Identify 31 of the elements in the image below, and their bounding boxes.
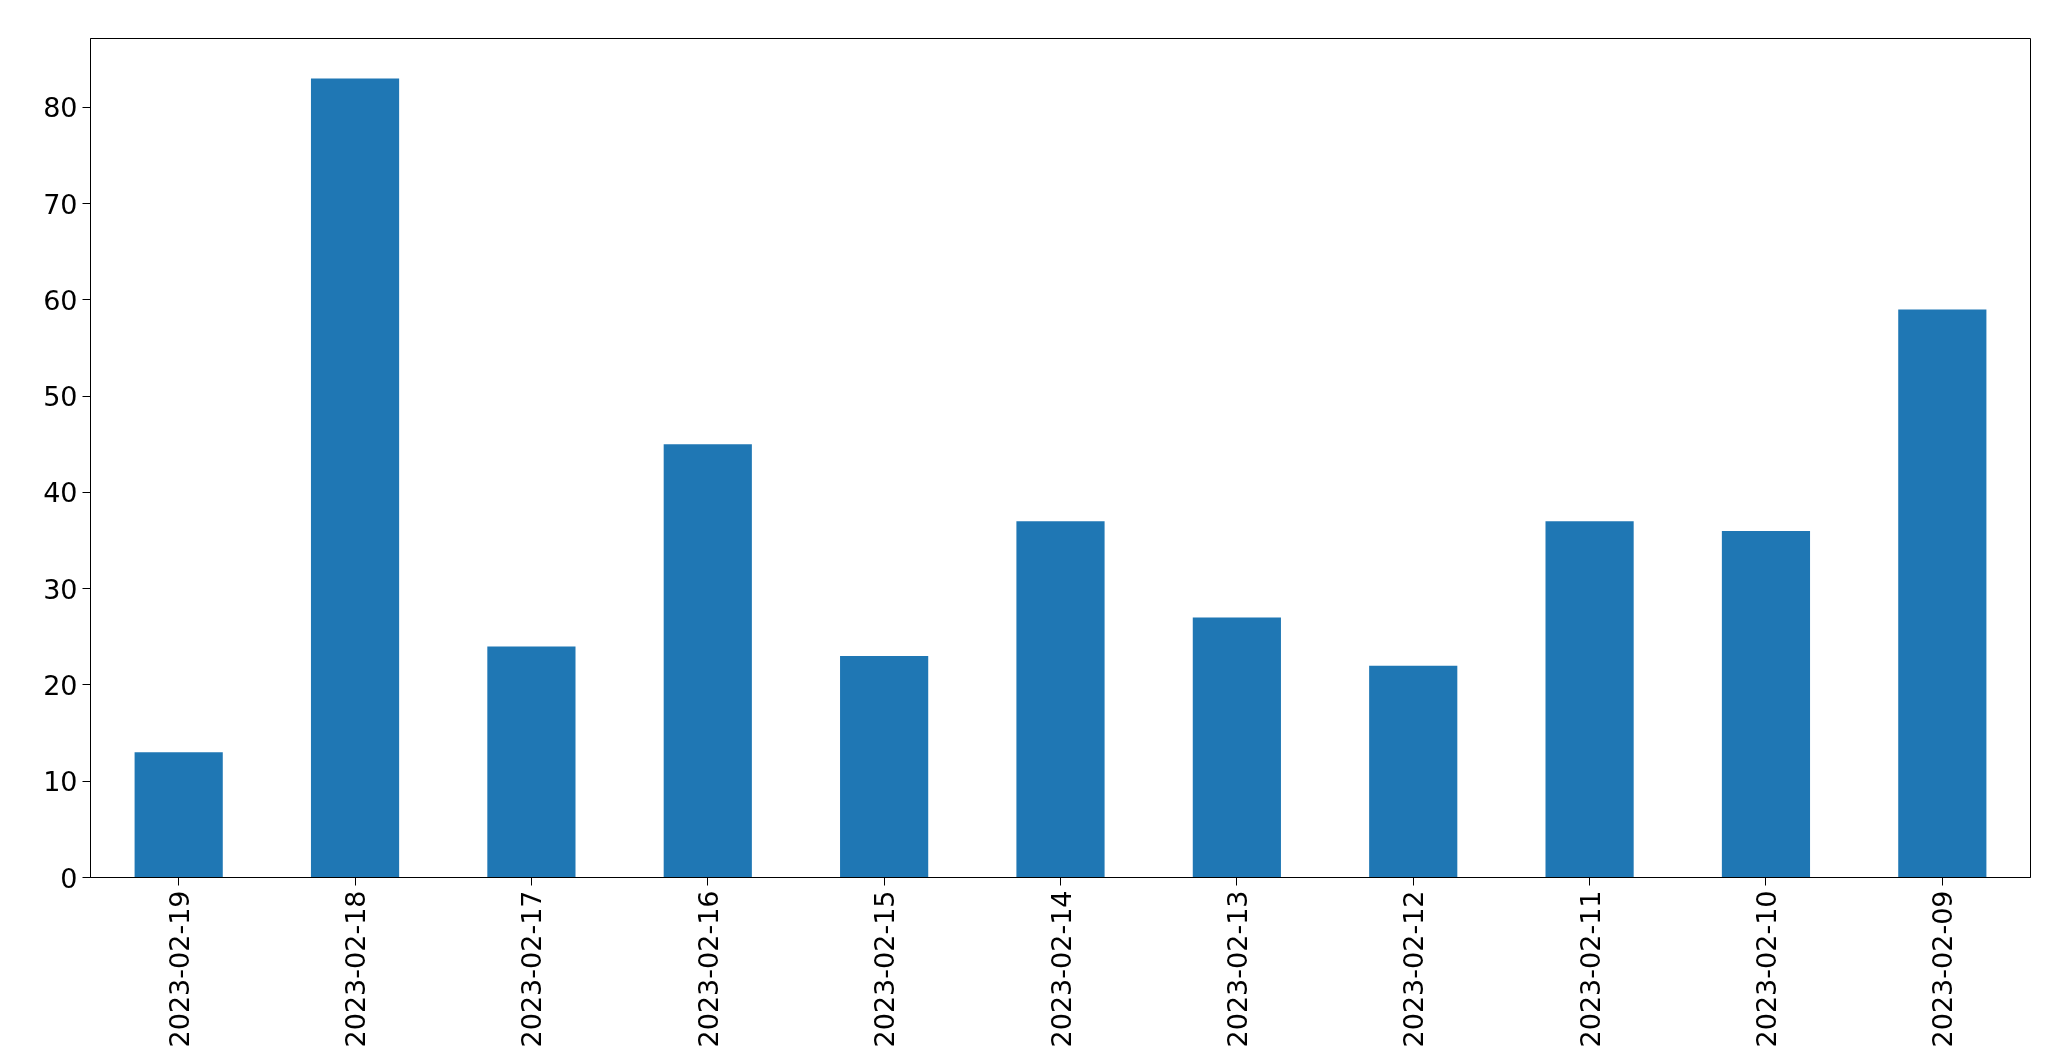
y-tick-label: 40 bbox=[43, 477, 78, 509]
bar bbox=[1545, 521, 1634, 878]
bar bbox=[487, 646, 576, 878]
x-tick-label: 2023-02-19 bbox=[163, 890, 195, 1048]
x-tick-label: 2023-02-16 bbox=[692, 890, 724, 1048]
y-tick-label: 60 bbox=[43, 284, 78, 316]
bar bbox=[1016, 521, 1105, 878]
x-tick-label: 2023-02-11 bbox=[1574, 890, 1606, 1048]
x-tick-label: 2023-02-12 bbox=[1398, 890, 1430, 1048]
y-tick-label: 50 bbox=[43, 381, 78, 413]
x-tick-label: 2023-02-13 bbox=[1221, 890, 1253, 1048]
bar bbox=[134, 752, 223, 878]
y-tick-label: 20 bbox=[43, 669, 78, 701]
y-tick-label: 80 bbox=[43, 92, 78, 124]
x-tick-label: 2023-02-18 bbox=[340, 890, 372, 1048]
bar bbox=[1369, 665, 1458, 878]
x-tick-label: 2023-02-09 bbox=[1927, 890, 1959, 1048]
x-tick-label: 2023-02-17 bbox=[516, 890, 548, 1048]
x-tick-label: 2023-02-14 bbox=[1045, 890, 1077, 1048]
x-tick-label: 2023-02-15 bbox=[869, 890, 901, 1048]
bar bbox=[1192, 617, 1281, 878]
y-tick-label: 30 bbox=[43, 573, 78, 605]
y-tick-label: 70 bbox=[43, 188, 78, 220]
bar bbox=[310, 78, 400, 878]
bar bbox=[1721, 530, 1811, 878]
bar bbox=[840, 656, 929, 878]
bar bbox=[1898, 309, 1987, 878]
bar bbox=[663, 444, 752, 878]
y-tick-label: 10 bbox=[43, 766, 78, 798]
y-tick-label: 0 bbox=[60, 862, 78, 894]
x-tick-label: 2023-02-10 bbox=[1750, 890, 1782, 1048]
